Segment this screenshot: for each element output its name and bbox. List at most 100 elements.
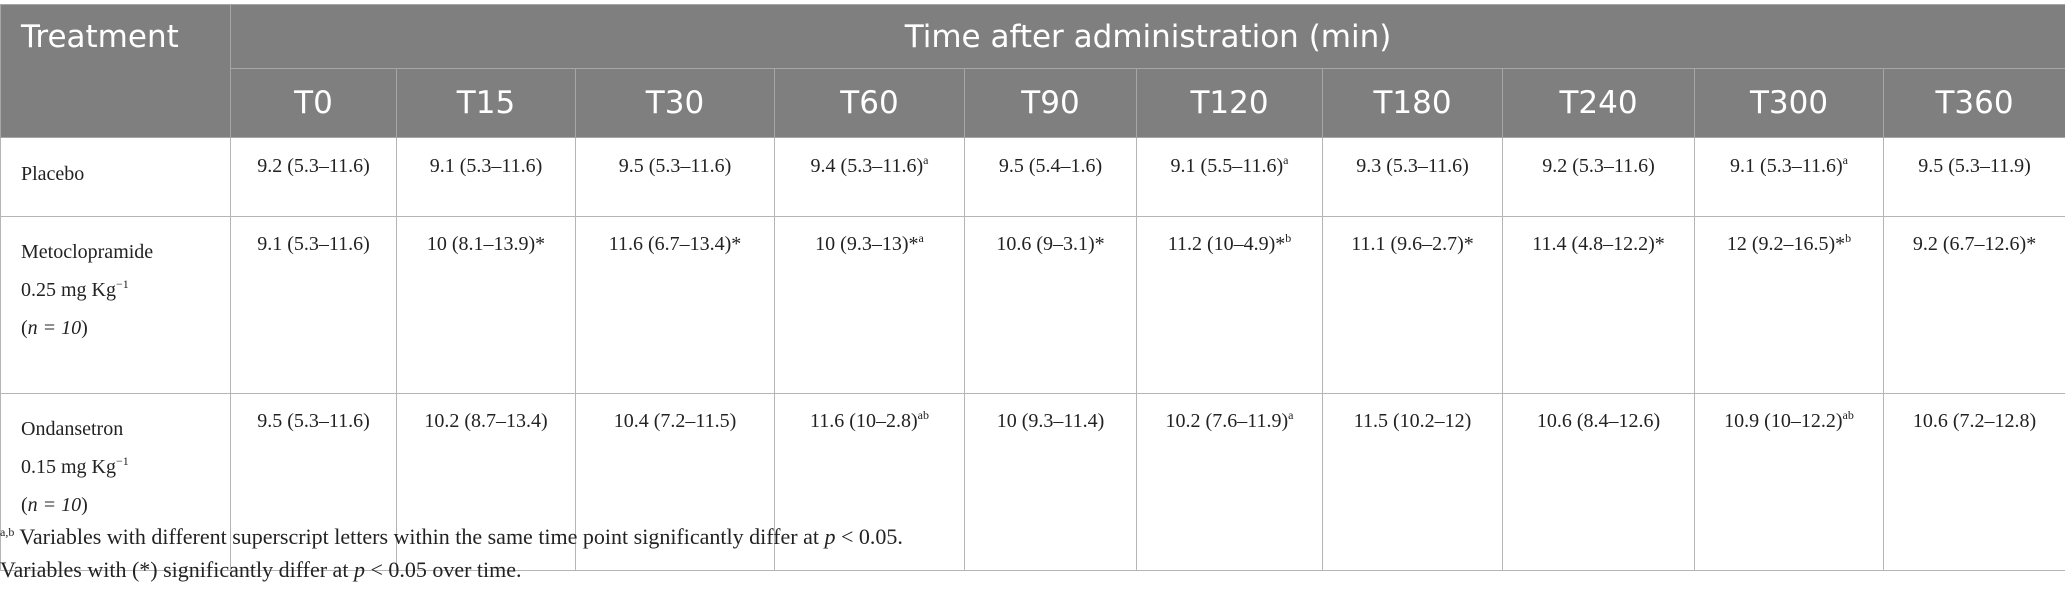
- treatment-label: Placebo: [0, 137, 231, 217]
- sample-size: n = 10: [27, 494, 82, 516]
- cell-value: 9.5 (5.4–1.6): [998, 155, 1103, 177]
- cell-value: 11.2 (10–4.9)*: [1167, 233, 1286, 255]
- table-cell: 10 (9.3–11.4): [964, 393, 1137, 571]
- cell-value: 9.2 (6.7–12.6)*: [1912, 233, 2037, 255]
- table-cell: 10.6 (9–3.1)*: [964, 216, 1137, 394]
- table-cell: 9.5 (5.3–11.6): [575, 137, 775, 217]
- time-header: T120: [1136, 68, 1323, 138]
- time-header: T0: [230, 68, 397, 138]
- cell-value: 10.2 (7.6–11.9): [1165, 410, 1289, 432]
- cell-value: 10 (9.3–13)*: [815, 233, 919, 255]
- cell-value: 10.6 (9–3.1)*: [996, 233, 1105, 255]
- treatment-label-line: 0.25 mg Kg−1: [21, 271, 230, 309]
- cell-value: 9.1 (5.3–11.6): [257, 233, 370, 255]
- treatment-label-line: Metoclopramide: [21, 241, 154, 263]
- time-header: T300: [1694, 68, 1884, 138]
- cell-value: 12 (9.2–16.5)*: [1726, 233, 1846, 255]
- p-symbol: p: [353, 557, 365, 582]
- table-cell: 9.5 (5.3–11.6): [230, 393, 397, 571]
- table-cell: 9.5 (5.3–11.9): [1882, 137, 2065, 217]
- treatment-label-line: (n = 10): [21, 317, 88, 339]
- time-header: T240: [1502, 68, 1695, 138]
- cell-value: 10 (8.1–13.9)*: [426, 233, 546, 255]
- footnote-superscript: a,b Variables with different superscript…: [0, 520, 903, 553]
- table-cell: 10.4 (7.2–11.5): [575, 393, 775, 571]
- header-row-1: Treatment Time after administration (min…: [0, 4, 2065, 138]
- header-row-2: T0 T15 T30 T60 T90 T120 T180 T240 T300 T…: [1, 68, 2065, 138]
- cell-value: 11.5 (10.2–12): [1353, 410, 1472, 432]
- footnote-asterisk: Variables with (*) significantly differ …: [0, 553, 903, 586]
- table-cell: 9.1 (5.5–11.6)a: [1136, 137, 1323, 217]
- cell-value: 9.5 (5.3–11.6): [618, 155, 732, 177]
- footnote-text: Variables with different superscript let…: [14, 524, 825, 549]
- treatment-label-line: Placebo: [21, 163, 85, 185]
- table-cell: 12 (9.2–16.5)*b: [1694, 216, 1884, 394]
- cell-value: 10.2 (8.7–13.4): [424, 410, 548, 432]
- time-header: T15: [396, 68, 576, 138]
- cell-value: 9.5 (5.3–11.6): [257, 410, 370, 432]
- table-cell: 11.1 (9.6–2.7)*: [1322, 216, 1503, 394]
- table-cell: 10.6 (8.4–12.6): [1502, 393, 1695, 571]
- cell-superscript: a: [1842, 153, 1848, 167]
- cell-superscript: b: [1285, 231, 1292, 245]
- cell-value: 9.1 (5.3–11.6): [429, 155, 543, 177]
- dose-text: 0.15 mg Kg: [21, 456, 116, 478]
- treatment-header: Treatment: [0, 4, 231, 138]
- table-cell: 10.2 (7.6–11.9)a: [1136, 393, 1323, 571]
- table-footnotes: a,b Variables with different superscript…: [0, 520, 903, 586]
- table-cell: 9.1 (5.3–11.6)a: [1694, 137, 1884, 217]
- time-header: T180: [1322, 68, 1503, 138]
- table-cell: 11.2 (10–4.9)*b: [1136, 216, 1323, 394]
- cell-superscript: a: [923, 153, 929, 167]
- cell-value: 9.4 (5.3–11.6): [810, 155, 924, 177]
- table-container: Treatment Time after administration (min…: [0, 4, 2065, 571]
- cell-value: 9.1 (5.3–11.6): [1730, 155, 1843, 177]
- treatment-label: Metoclopramide 0.25 mg Kg−1 (n = 10): [0, 216, 231, 394]
- table-cell: 9.4 (5.3–11.6)a: [774, 137, 965, 217]
- cell-value: 9.2 (5.3–11.6): [1542, 155, 1655, 177]
- cell-superscript: b: [1845, 231, 1852, 245]
- time-header: T30: [575, 68, 775, 138]
- cell-value: 9.2 (5.3–11.6): [257, 155, 370, 177]
- footnote-tail: < 0.05 over time.: [364, 557, 522, 582]
- cell-superscript: a: [1288, 408, 1294, 422]
- dose-exponent: −1: [116, 277, 129, 291]
- time-header: T360: [1882, 68, 2065, 138]
- dose-text: 0.25 mg Kg: [21, 279, 116, 301]
- table-cell: 11.6 (6.7–13.4)*: [575, 216, 775, 394]
- table-cell: 9.2 (6.7–12.6)*: [1882, 216, 2065, 394]
- cell-value: 9.3 (5.3–11.6): [1356, 155, 1469, 177]
- table-cell: 9.1 (5.3–11.6): [396, 137, 576, 217]
- sample-size: n = 10: [27, 317, 82, 339]
- table-cell: 10.6 (7.2–12.8): [1882, 393, 2065, 571]
- table-cell: 10.9 (10–12.2)ab: [1694, 393, 1884, 571]
- cell-value: 10 (9.3–11.4): [996, 410, 1105, 432]
- cell-value: 9.5 (5.3–11.9): [1918, 155, 2031, 177]
- table-row: Ondansetron 0.15 mg Kg−1 (n = 10) 9.5 (5.3–…: [0, 393, 2065, 571]
- cell-value: 10.9 (10–12.2): [1724, 410, 1843, 432]
- cell-value: 9.1 (5.5–11.6): [1170, 155, 1284, 177]
- cell-value: 11.6 (10–2.8): [810, 410, 918, 432]
- cell-superscript: ab: [917, 408, 929, 422]
- cell-value: 10.6 (7.2–12.8): [1912, 410, 2037, 432]
- table-cell: 9.2 (5.3–11.6): [230, 137, 397, 217]
- footnote-sup-letters: a,b: [0, 525, 15, 539]
- cell-value: 11.1 (9.6–2.7)*: [1351, 233, 1474, 255]
- time-header: T90: [964, 68, 1137, 138]
- cell-value: 11.6 (6.7–13.4)*: [608, 233, 742, 255]
- footnote-threshold: < 0.05.: [835, 524, 903, 549]
- table-cell: 11.4 (4.8–12.2)*: [1502, 216, 1695, 394]
- treatment-label-line: (n = 10): [21, 494, 88, 516]
- table-body: Placebo 9.2 (5.3–11.6) 9.1 (5.3–11.6) 9.5 (…: [0, 137, 2065, 571]
- footnote-text: Variables with (*) significantly differ …: [0, 557, 354, 582]
- cell-value: 11.4 (4.8–12.2)*: [1532, 233, 1665, 255]
- table-cell: 10 (9.3–13)*a: [774, 216, 965, 394]
- cell-superscript: a: [918, 231, 924, 245]
- table-row: Placebo 9.2 (5.3–11.6) 9.1 (5.3–11.6) 9.5 (…: [0, 137, 2065, 217]
- table-cell: 11.5 (10.2–12): [1322, 393, 1503, 571]
- cell-superscript: a: [1283, 153, 1289, 167]
- treatment-label-line: Ondansetron: [21, 418, 124, 440]
- table-cell: 9.3 (5.3–11.6): [1322, 137, 1503, 217]
- p-symbol: p: [824, 524, 836, 549]
- cell-value: 10.4 (7.2–11.5): [613, 410, 737, 432]
